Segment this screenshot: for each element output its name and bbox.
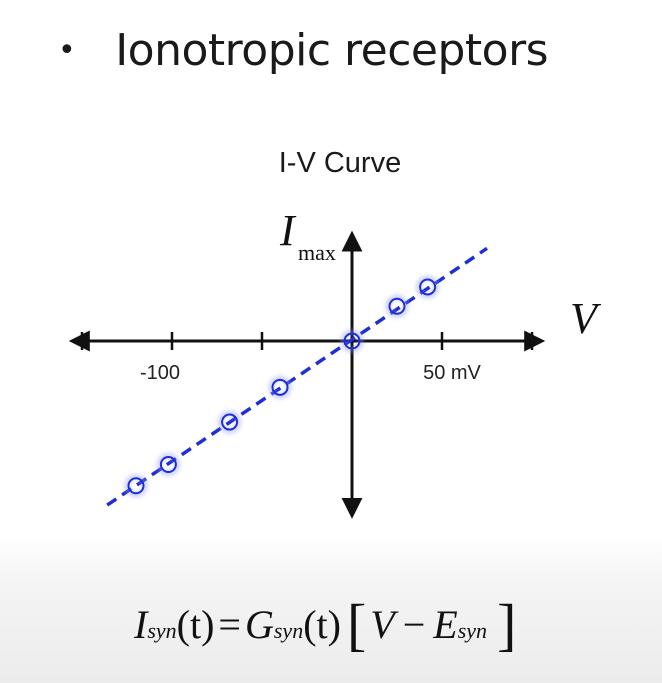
eq-equals: = — [218, 602, 241, 647]
slide-heading: • Ionotropic receptors — [58, 22, 549, 78]
chart-title: I-V Curve — [279, 147, 401, 179]
y-axis-label-subscript: max — [298, 240, 336, 265]
data-point — [419, 278, 437, 296]
fit-line-group — [106, 246, 488, 507]
data-points — [124, 275, 440, 498]
data-point — [388, 297, 406, 315]
data-point-glow — [124, 474, 148, 498]
heading-text: Ionotropic receptors — [115, 24, 549, 76]
eq-bracket-close: ] — [497, 592, 517, 657]
data-point — [221, 413, 239, 431]
eq-e-symbol: E — [433, 602, 458, 647]
x-tick-labels: -100 50 mV — [140, 362, 482, 384]
data-point — [159, 456, 177, 474]
eq-rhs-symbol: G — [244, 602, 274, 647]
data-point-glow — [340, 329, 364, 353]
chart-axes — [68, 230, 546, 519]
iv-chart: I-V Curve -100 50 mV I max V — [68, 147, 602, 519]
y-axis-label: I — [279, 206, 297, 255]
eq-lhs-arg: (t) — [176, 602, 215, 647]
data-point-glow — [268, 375, 292, 399]
data-point-glow — [218, 410, 242, 434]
eq-v: V — [370, 602, 395, 647]
eq-rhs-arg: (t) — [303, 602, 341, 647]
bullet-icon: • — [58, 32, 76, 68]
data-point — [343, 332, 361, 350]
x-tick-label: -100 — [140, 362, 180, 384]
bottom-band — [0, 533, 662, 683]
fit-line — [106, 246, 488, 507]
eq-minus: − — [402, 602, 426, 647]
eq-lhs-symbol: I — [134, 602, 148, 647]
data-point-glow — [416, 275, 440, 299]
data-point — [127, 477, 145, 495]
eq-bracket-open: [ — [346, 592, 367, 657]
x-ticks — [80, 332, 534, 350]
x-axis-label: V — [570, 294, 602, 343]
data-point-glow — [385, 294, 409, 318]
axis-labels: I max V — [279, 206, 602, 343]
data-point-glow — [156, 453, 180, 477]
data-point — [271, 378, 289, 396]
x-tick-label: 50 mV — [423, 362, 481, 384]
